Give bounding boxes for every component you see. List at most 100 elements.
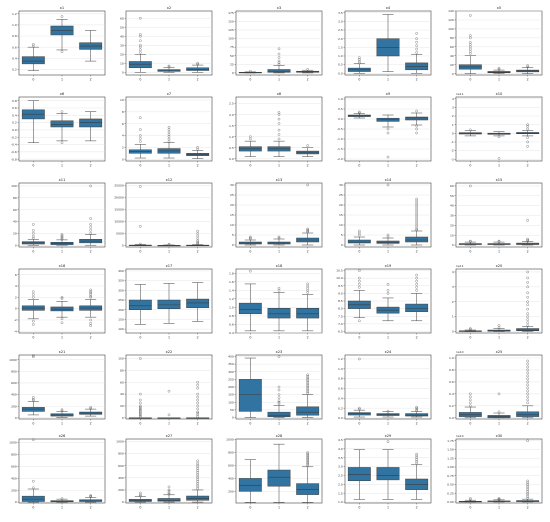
- outlier-point: [167, 133, 171, 136]
- outlier-point: [469, 392, 472, 396]
- outlier-point: [469, 41, 472, 44]
- outlier-point: [89, 318, 92, 322]
- outlier-point: [358, 269, 361, 272]
- outlier-point: [167, 413, 171, 417]
- y-tick-label: 1.75: [447, 439, 454, 443]
- outlier-point: [526, 479, 529, 483]
- y-tick-label: 20: [13, 231, 17, 235]
- x-tick-label: 1: [168, 336, 170, 340]
- y-tick-label: 1.6: [229, 280, 234, 284]
- y-tick-label: 40: [120, 34, 124, 38]
- y-tick-label: 100: [228, 400, 234, 404]
- x-tick-label: 2: [197, 422, 199, 426]
- y-tick-label: 1000: [226, 438, 234, 442]
- y-tick-label: 0.0: [338, 416, 343, 420]
- outlier-point: [196, 407, 199, 411]
- outlier-point: [89, 293, 92, 296]
- x-tick-label: 1: [387, 336, 389, 340]
- y-tick-label: 20: [120, 404, 124, 408]
- outlier-point: [415, 456, 418, 459]
- outlier-point: [497, 239, 501, 243]
- y-tick-label: 5: [341, 233, 343, 237]
- box-0: [21, 56, 45, 65]
- outlier-point: [277, 56, 281, 59]
- outlier-point: [306, 291, 309, 294]
- subplot-title: x28: [276, 434, 283, 438]
- outlier-point: [526, 377, 529, 381]
- subplot-title: x7: [167, 92, 171, 96]
- y-tick-label: 0.2: [12, 121, 17, 125]
- outlier-point: [358, 59, 361, 63]
- x-tick-label: 0: [469, 78, 471, 82]
- outlier-point: [139, 242, 142, 246]
- outlier-point: [89, 494, 92, 497]
- outlier-point: [526, 368, 529, 372]
- outlier-point: [277, 393, 281, 396]
- y-tick-label: 400: [11, 476, 17, 480]
- x-tick-label: 2: [90, 422, 92, 426]
- outlier-point: [196, 411, 199, 415]
- outlier-point: [526, 380, 529, 384]
- y-tick-label: 10: [230, 223, 234, 227]
- outlier-point: [196, 487, 199, 491]
- y-tick-label: 0.2: [338, 406, 343, 410]
- outlier-point: [526, 483, 529, 486]
- subplot-x9: x9 1.0 0.5 0.0 -0.5 -1.0 -1.5 -2.0 0 1 2: [337, 92, 432, 168]
- y-tick-label: 60: [13, 208, 17, 212]
- outlier-point: [196, 459, 199, 463]
- y-tick-label: 50: [120, 25, 124, 29]
- y-tick-label: 0.8: [12, 34, 17, 38]
- outlier-point: [526, 321, 529, 324]
- y-tick-label: 4: [452, 97, 454, 101]
- y-tick-label: 350: [228, 362, 234, 366]
- y-tick-label: 175: [228, 11, 234, 15]
- outlier-point: [415, 131, 418, 135]
- outlier-point: [306, 457, 309, 461]
- x-tick-label: 1: [168, 422, 170, 426]
- y-tick-label: 2: [452, 114, 454, 118]
- outlier-point: [415, 209, 418, 213]
- outlier-point: [277, 117, 281, 121]
- y-tick-label: 10: [120, 61, 124, 65]
- y-tick-label: 3.5: [338, 456, 343, 460]
- x-tick-label: 1: [498, 78, 500, 82]
- subplot-x8: x8 2.5 2.0 1.5 1.0 0.5 0.0 0 1 2: [229, 92, 323, 168]
- subplot-title: x27: [166, 434, 173, 438]
- y-tick-label: 7.5: [338, 314, 343, 318]
- y-tick-label: 150: [228, 393, 234, 397]
- y-tick-label: 3.5: [338, 11, 343, 15]
- outlier-point: [526, 495, 529, 498]
- y-tick-label: 300: [228, 370, 234, 374]
- x-tick-label: 1: [61, 78, 63, 82]
- y-tick-label: 10000: [114, 220, 124, 224]
- outlier-point: [306, 230, 309, 234]
- outlier-point: [139, 140, 142, 143]
- y-tick-label: 125: [228, 28, 234, 32]
- y-tick-label: 0.4: [449, 392, 454, 396]
- x-tick-label: 0: [469, 506, 471, 510]
- outlier-point: [306, 391, 309, 395]
- outlier-point: [386, 127, 390, 131]
- outlier-point: [386, 289, 390, 292]
- y-tick-label: 0: [452, 72, 454, 76]
- y-tick-label: 8: [122, 110, 124, 114]
- subplot-title: x1: [60, 6, 64, 10]
- x-tick-label: 0: [469, 336, 471, 340]
- box-1: [267, 308, 291, 319]
- y-tick-label: 200: [11, 404, 17, 408]
- x-tick-label: 0: [469, 164, 471, 168]
- outlier-point: [89, 406, 92, 409]
- outlier-point: [249, 135, 252, 138]
- outlier-point: [386, 155, 390, 159]
- y-tick-label: 0.6: [449, 380, 454, 384]
- outlier-point: [277, 236, 281, 240]
- outlier-point: [32, 355, 35, 359]
- y-tick-label: 7.0: [338, 322, 343, 326]
- outlier-point: [306, 282, 309, 286]
- outlier-point: [249, 137, 252, 141]
- outlier-point: [196, 480, 199, 483]
- y-tick-label: 2.5: [338, 474, 343, 478]
- y-tick-label: 0: [341, 243, 343, 247]
